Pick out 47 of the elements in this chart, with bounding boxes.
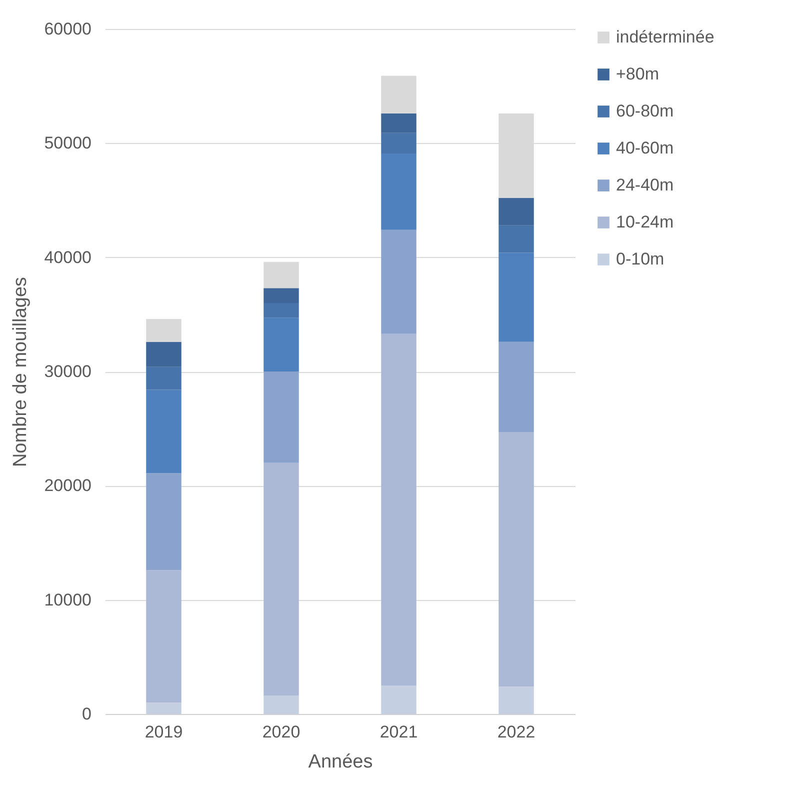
x-axis-title: Années [308, 752, 373, 772]
legend-label: 10-24m [616, 212, 674, 232]
legend-label: +80m [616, 64, 659, 84]
y-tick-label: 20000 [44, 476, 92, 496]
bar [498, 252, 534, 342]
bar [498, 198, 534, 226]
bar [146, 342, 182, 367]
bar [264, 462, 299, 696]
bar [264, 696, 299, 714]
bar [498, 225, 534, 253]
bar [381, 76, 416, 114]
x-tick-label: 2022 [497, 722, 536, 742]
legend-label: 60-80m [616, 102, 674, 120]
x-tick-label: 2019 [144, 722, 183, 742]
legend-label: 24-40m [616, 176, 674, 194]
x-tick-label: 2020 [262, 722, 300, 742]
legend-label: 40-60m [616, 138, 674, 158]
y-tick-label: 30000 [44, 362, 92, 381]
bar [381, 132, 416, 154]
bar [264, 303, 299, 318]
legend-label: 0-10m [616, 250, 664, 268]
bar [264, 318, 299, 372]
y-tick-label: 10000 [44, 590, 92, 610]
bar [264, 288, 299, 303]
y-tick-label: 0 [82, 704, 92, 724]
bar [146, 318, 182, 342]
bar [498, 432, 534, 687]
bar [381, 230, 416, 334]
bar [381, 153, 416, 230]
bar [264, 262, 299, 288]
y-tick-label: 60000 [44, 20, 92, 38]
legend-label: indéterminée [616, 28, 714, 46]
bar [146, 390, 182, 474]
bar [381, 113, 416, 133]
bar [146, 366, 182, 390]
bar [264, 372, 299, 463]
bar [498, 686, 534, 714]
bar [146, 702, 182, 714]
bar [146, 570, 182, 703]
y-tick-label: 50000 [44, 134, 92, 153]
bar [381, 334, 416, 686]
y-tick-label: 40000 [44, 248, 92, 267]
bar [498, 342, 534, 432]
y-axis-title: Nombre de mouillages [10, 276, 32, 468]
x-tick-label: 2021 [380, 722, 418, 742]
bar [146, 473, 182, 570]
bar [381, 685, 416, 714]
